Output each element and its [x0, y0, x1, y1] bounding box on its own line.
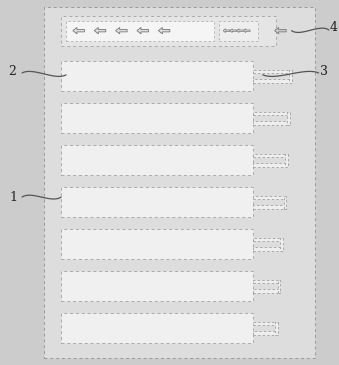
FancyBboxPatch shape	[61, 61, 253, 91]
FancyBboxPatch shape	[284, 196, 286, 209]
FancyBboxPatch shape	[61, 271, 253, 301]
FancyBboxPatch shape	[253, 280, 280, 283]
FancyBboxPatch shape	[280, 238, 283, 251]
FancyBboxPatch shape	[61, 187, 253, 217]
FancyBboxPatch shape	[253, 331, 278, 335]
Polygon shape	[94, 27, 106, 34]
Polygon shape	[223, 29, 230, 32]
FancyBboxPatch shape	[275, 322, 278, 335]
FancyBboxPatch shape	[253, 289, 280, 293]
FancyBboxPatch shape	[44, 7, 315, 358]
FancyBboxPatch shape	[61, 313, 253, 343]
FancyBboxPatch shape	[253, 79, 292, 83]
Polygon shape	[116, 27, 127, 34]
Polygon shape	[237, 29, 243, 32]
FancyBboxPatch shape	[253, 322, 278, 325]
Text: 3: 3	[320, 65, 328, 78]
FancyBboxPatch shape	[61, 229, 253, 259]
FancyBboxPatch shape	[253, 154, 288, 157]
FancyBboxPatch shape	[278, 280, 280, 293]
Polygon shape	[73, 27, 84, 34]
Polygon shape	[230, 29, 237, 32]
Polygon shape	[137, 27, 148, 34]
FancyBboxPatch shape	[253, 238, 283, 241]
FancyBboxPatch shape	[253, 247, 283, 251]
FancyBboxPatch shape	[253, 70, 292, 73]
Polygon shape	[158, 27, 170, 34]
Polygon shape	[243, 29, 250, 32]
FancyBboxPatch shape	[61, 16, 276, 46]
FancyBboxPatch shape	[285, 154, 288, 167]
FancyBboxPatch shape	[61, 145, 253, 175]
FancyBboxPatch shape	[253, 163, 288, 167]
Text: 4: 4	[330, 21, 338, 34]
FancyBboxPatch shape	[253, 112, 290, 115]
FancyBboxPatch shape	[253, 196, 286, 199]
FancyBboxPatch shape	[253, 205, 286, 209]
Text: 1: 1	[9, 191, 18, 204]
FancyBboxPatch shape	[219, 21, 258, 41]
FancyBboxPatch shape	[289, 70, 292, 83]
FancyBboxPatch shape	[66, 21, 214, 41]
FancyBboxPatch shape	[253, 121, 290, 125]
FancyBboxPatch shape	[61, 103, 253, 133]
Polygon shape	[275, 27, 286, 34]
Text: 2: 2	[8, 65, 16, 78]
FancyBboxPatch shape	[287, 112, 290, 125]
